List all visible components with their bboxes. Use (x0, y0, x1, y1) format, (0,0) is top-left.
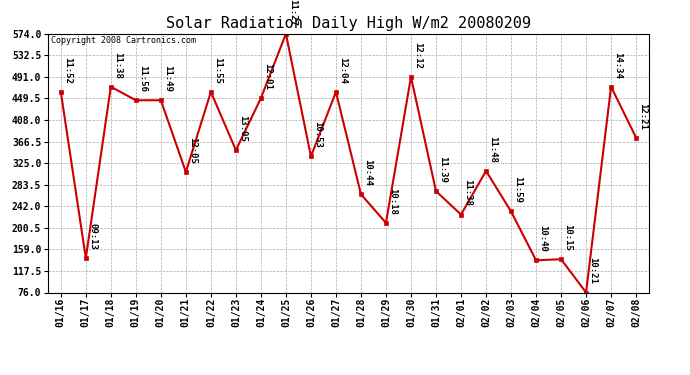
Text: 12:04: 12:04 (338, 57, 348, 84)
Text: 11:55: 11:55 (213, 57, 222, 84)
Text: 10:40: 10:40 (538, 225, 548, 252)
Text: 11:27: 11:27 (288, 0, 297, 26)
Text: 12:12: 12:12 (413, 42, 422, 69)
Text: 10:44: 10:44 (364, 159, 373, 186)
Text: 14:34: 14:34 (613, 52, 622, 78)
Text: 11:49: 11:49 (164, 65, 172, 92)
Text: 11:38: 11:38 (464, 179, 473, 206)
Text: 13:05: 13:05 (238, 115, 248, 142)
Text: 10:18: 10:18 (388, 188, 397, 214)
Text: 12:01: 12:01 (264, 63, 273, 90)
Text: 11:59: 11:59 (513, 176, 522, 203)
Text: 10:15: 10:15 (564, 224, 573, 251)
Text: 11:39: 11:39 (438, 156, 448, 183)
Text: 11:52: 11:52 (63, 57, 72, 84)
Text: 11:56: 11:56 (138, 65, 148, 92)
Text: 12:21: 12:21 (638, 102, 648, 129)
Text: 10:21: 10:21 (589, 257, 598, 284)
Title: Solar Radiation Daily High W/m2 20080209: Solar Radiation Daily High W/m2 20080209 (166, 16, 531, 31)
Text: 10:53: 10:53 (313, 121, 322, 148)
Text: Copyright 2008 Cartronics.com: Copyright 2008 Cartronics.com (51, 36, 196, 45)
Text: 11:48: 11:48 (489, 136, 497, 163)
Text: 12:05: 12:05 (188, 137, 197, 164)
Text: 11:38: 11:38 (113, 52, 122, 78)
Text: 09:13: 09:13 (88, 223, 97, 250)
